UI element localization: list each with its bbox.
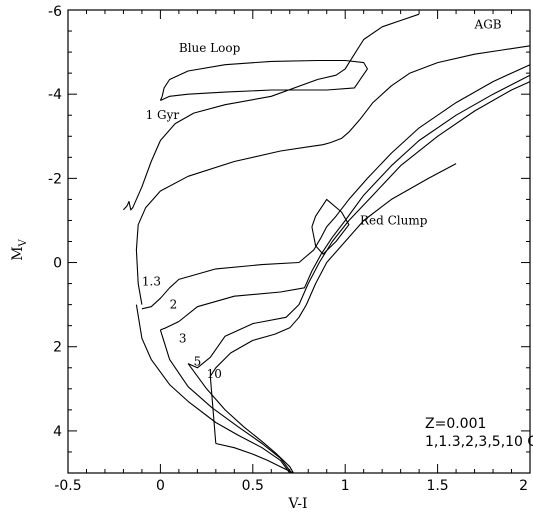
ages-note: 1,1.3,2,3,5,10 Gyr [425, 434, 533, 450]
y-tick-label: 4 [53, 424, 62, 440]
x-tick-label: 2 [519, 478, 528, 494]
isochrone-line-5 [187, 81, 531, 369]
y-tick-label: -6 [48, 4, 62, 20]
y-tick-label: 0 [53, 256, 62, 272]
annotation-label: Red Clump [360, 213, 428, 227]
axis-ticks [67, 9, 531, 474]
annotation-label: 2 [170, 298, 178, 312]
isochrone-line-8 [159, 329, 293, 474]
metallicity-note: Z=0.001 [425, 416, 486, 432]
annotation-label: AGB [474, 18, 502, 32]
isochrone-line-9 [187, 363, 294, 474]
y-axis-title-sub: V [18, 238, 29, 247]
isochrone-line-6 [209, 163, 457, 444]
x-tick-label: 1.5 [426, 478, 448, 494]
isochrone-line-3 [141, 64, 531, 310]
isochrone-line-7 [135, 304, 291, 474]
axis-tick-labels: -0.5 0 0.5 1 1.5 2 -6 -4 -2 0 2 4 [48, 4, 528, 494]
isochrone-line-11 [311, 198, 350, 255]
y-tick-label: 2 [53, 340, 62, 356]
x-axis-title: V-I [287, 496, 307, 512]
isochrone-line-1 [159, 59, 368, 102]
annotation-label: 5 [194, 354, 202, 368]
annotation-label: 10 [207, 367, 222, 381]
annotation-label: 3 [179, 331, 187, 345]
y-tick-label: -4 [48, 87, 62, 103]
y-axis-title-main: M [10, 246, 26, 260]
x-tick-label: 0 [156, 478, 165, 494]
annotation-label: Blue Loop [179, 41, 241, 55]
isochrone-line-2 [135, 45, 531, 305]
isochrone-line-10 [215, 442, 294, 474]
chart-annotations: Blue Loop AGB 1 Gyr Red Clump 1.3 2 35 10 [142, 18, 502, 381]
y-axis-title: MV [10, 238, 29, 260]
y-tick-label: -2 [48, 171, 62, 187]
x-tick-label: -0.5 [54, 478, 81, 494]
x-tick-label: 1 [341, 478, 350, 494]
isochrone-line-4 [160, 74, 531, 331]
isochrone-line-0 [122, 13, 420, 211]
annotation-label: 1.3 [142, 274, 161, 288]
isochrone-curves [122, 13, 531, 474]
x-tick-label: 0.5 [242, 478, 264, 494]
annotation-label: 1 Gyr [146, 108, 180, 122]
